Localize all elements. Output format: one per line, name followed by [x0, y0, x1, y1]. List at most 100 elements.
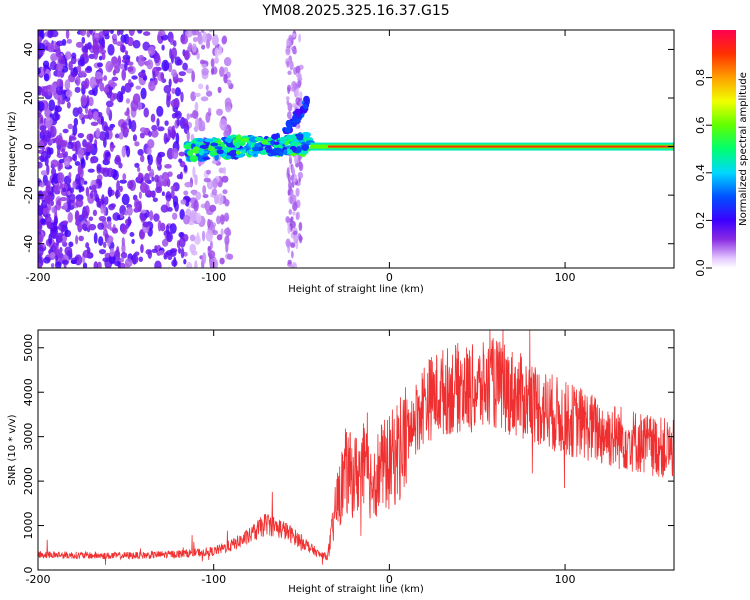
spectrogram-noise-cell [133, 198, 140, 210]
spectrogram-noise-cell [107, 43, 115, 56]
spectrogram-noise-cell [176, 118, 181, 127]
spectrogram-noise-cell [106, 167, 114, 178]
spectrogram-noise-cell [171, 125, 176, 137]
spectrogram-noise-cell [295, 72, 300, 78]
spectrogram-noise-cell [183, 164, 188, 173]
spectrogram-noise-cell [155, 181, 164, 187]
spectrogram-noise-cell [210, 67, 215, 75]
spectrogram-noise-cell [104, 196, 109, 205]
spectrogram-noise-cell [55, 255, 59, 262]
spectrogram-noise-cell [64, 61, 68, 68]
spectrogram-noise-cell [42, 207, 50, 215]
spectrogram-noise-cell [49, 125, 57, 138]
spectrogram-noise-cell [178, 237, 186, 248]
spectrogram-noise-cell [297, 82, 301, 89]
spectrogram-noise-cell [156, 118, 160, 128]
spectrogram-noise-cell [75, 41, 84, 48]
spectrogram-noise-cell [51, 206, 57, 214]
spectrogram-branch-cell [302, 104, 308, 109]
spectrogram-noise-cell [64, 51, 72, 60]
spectrogram-noise-cell [191, 70, 196, 83]
spectrogram-noise-cell [295, 212, 299, 221]
spectrogram-noise-cell [183, 190, 189, 196]
spectrogram-noise-cell [103, 30, 112, 33]
spectrogram-noise-cell [299, 234, 303, 244]
spectrogram-carrier-cell [285, 149, 293, 155]
spectrogram-noise-cell [161, 171, 170, 181]
spectrogram-noise-cell [294, 154, 298, 164]
spectrogram-noise-cell [185, 262, 193, 268]
spectrogram-noise-cell [162, 179, 169, 187]
spectrogram-noise-cell [89, 76, 97, 89]
spectrogram-noise-cell [149, 168, 155, 179]
spectrogram-noise-cell [119, 179, 127, 184]
spectrogram-noise-cell [44, 155, 49, 167]
spectrogram-noise-cell [128, 30, 135, 37]
spectrogram-noise-cell [292, 230, 298, 236]
spectrogram-noise-cell [205, 90, 213, 97]
spectrogram-noise-cell [66, 141, 74, 150]
spectrogram-noise-cell [222, 167, 227, 175]
spectrogram-noise-cell [132, 134, 138, 142]
spectrogram-noise-cell [102, 257, 110, 263]
spectrogram-noise-cell [38, 221, 43, 233]
spectrogram-y-tick-label: -20 [22, 186, 35, 204]
spectrogram-noise-cell [72, 124, 78, 136]
spectrogram-noise-cell [162, 238, 169, 247]
spectrogram-noise-cell [291, 46, 295, 51]
spectrogram-noise-cell [115, 189, 119, 200]
spectrogram-noise-cell [98, 55, 103, 61]
spectrogram-noise-cell [197, 35, 204, 45]
spectrogram-noise-cell [194, 101, 199, 112]
spectrogram-noise-cell [43, 73, 50, 82]
spectrogram-noise-cell [120, 85, 126, 95]
spectrogram-noise-cell [49, 251, 56, 259]
spectrogram-x-ticks: -200 -100 0 100 [26, 30, 576, 284]
spectrogram-noise-cell [38, 141, 45, 148]
spectrogram-noise-cell [156, 105, 164, 117]
spectrogram-noise-cell [202, 252, 207, 264]
spectrogram-noise-cell [81, 210, 89, 220]
spectrogram-noise-cell [57, 54, 62, 61]
spectrogram-noise-cell [118, 132, 124, 140]
snr-y-axis-label: SNR (10 * v/v) [7, 414, 18, 485]
spectrogram-noise-cell [160, 72, 165, 81]
spectrogram-noise-cell [114, 260, 121, 267]
spectrogram-noise-cell [129, 232, 135, 237]
spectrogram-noise-cell [124, 111, 130, 117]
spectrogram-noise-cell [205, 229, 214, 242]
spectrogram-noise-cell [194, 92, 201, 97]
spectrogram-noise-cell [127, 66, 134, 72]
spectrogram-noise-cell [293, 83, 298, 90]
spectrogram-noise-cell [222, 189, 228, 195]
spectrogram-noise-cell [196, 52, 200, 60]
spectrogram-noise-cell [90, 121, 99, 127]
spectrogram-noise-cell [298, 173, 304, 179]
spectrogram-carrier-cell [183, 143, 193, 150]
spectrogram-carrier-cell [189, 155, 199, 163]
spectrogram-noise-cell [122, 173, 127, 181]
spectrogram-noise-cell [88, 96, 94, 107]
colorbar-gradient [712, 30, 736, 268]
spectrogram-noise-cell [138, 256, 144, 263]
spectrogram-noise-cell [109, 30, 114, 35]
spectrogram-noise-cell [105, 60, 113, 73]
spectrogram-noise-cell [158, 250, 165, 256]
snr-x-tick-label: -100 [201, 573, 226, 586]
spectrogram-y-tick-label: -40 [22, 235, 35, 253]
spectrogram-noise-cell [52, 111, 60, 122]
spectrogram-carrier-cell [209, 151, 219, 156]
spectrogram-noise-cell [41, 129, 47, 136]
spectrogram-noise-cell [202, 31, 208, 43]
spectrogram-noise-cell [184, 30, 193, 38]
spectrogram-carrier-cell [214, 146, 223, 150]
spectrogram-noise-cell [75, 173, 81, 185]
spectrogram-noise-cell [127, 36, 134, 47]
spectrogram-noise-cell [57, 172, 65, 184]
spectrogram-noise-cell [207, 107, 212, 114]
spectrogram-noise-cell [85, 153, 89, 161]
spectrogram-noise-cell [174, 112, 180, 117]
spectrogram-noise-cell [143, 173, 150, 184]
spectrogram-carrier-cell [259, 149, 268, 155]
spectrogram-noise-cell [291, 194, 297, 203]
